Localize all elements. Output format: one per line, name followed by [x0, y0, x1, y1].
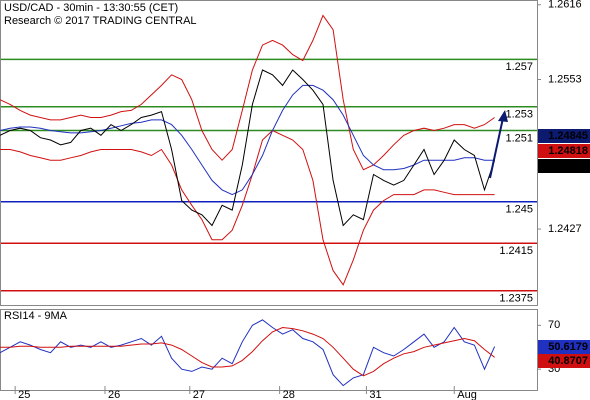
- value-box-label: 1.24845: [548, 130, 588, 142]
- value-box: [538, 144, 590, 158]
- value-box-label: 1.24813: [548, 160, 588, 172]
- value-box: [538, 354, 590, 368]
- x-tick-label: Aug: [457, 389, 477, 400]
- level-label: 1.251: [505, 132, 533, 144]
- series-line: [0, 14, 495, 171]
- value-box-label: 1.24818: [548, 145, 588, 157]
- x-tick-label: 25: [18, 389, 30, 400]
- level-label: 1.2415: [499, 245, 533, 257]
- chart-title: USD/CAD - 30min - 13:30:55 (CET): [4, 2, 178, 14]
- y-tick-label: 1.2553: [548, 73, 582, 85]
- level-label: 1.2375: [499, 293, 533, 305]
- level-label: 1.245: [505, 204, 533, 216]
- x-tick-label: 27: [193, 389, 205, 400]
- value-box-label: 40.8707: [548, 355, 588, 367]
- rsi-title: RSI14 - 9MA: [4, 310, 68, 322]
- series-line: [0, 319, 496, 387]
- y-tick-label: 70: [548, 319, 560, 331]
- level-label: 1.257: [505, 61, 533, 73]
- level-label: 1.253: [505, 109, 533, 121]
- chart-subtitle: Research © 2017 TRADING CENTRAL: [4, 15, 197, 27]
- value-box: [538, 159, 590, 173]
- series-line: [0, 84, 495, 196]
- forecast-arrow-head: [498, 110, 508, 122]
- value-box: [538, 129, 590, 143]
- series-line: [0, 129, 495, 286]
- y-tick-label: 1.2427: [548, 223, 582, 235]
- series-line: [0, 326, 495, 377]
- x-tick-label: 28: [283, 389, 295, 400]
- main-panel-frame: [0, 0, 538, 306]
- forecast-arrow: [489, 117, 504, 179]
- y-tick-label: 1.2616: [548, 0, 582, 11]
- value-box-label: 50.6179: [548, 341, 588, 353]
- x-tick-label: 31: [369, 389, 381, 400]
- value-box: [538, 340, 590, 354]
- rsi-panel-frame: [0, 309, 538, 391]
- x-tick-label: 26: [108, 389, 120, 400]
- series-line: [0, 69, 496, 227]
